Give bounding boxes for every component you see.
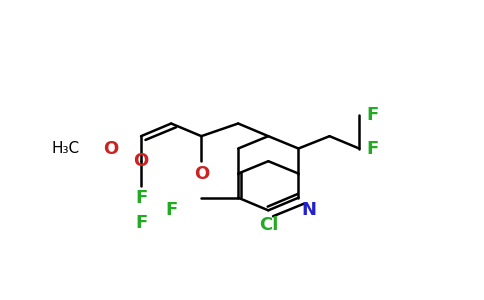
Text: O: O <box>134 152 149 170</box>
Text: F: F <box>366 106 378 124</box>
Text: O: O <box>103 140 119 158</box>
Text: F: F <box>165 201 177 219</box>
Text: F: F <box>366 140 378 158</box>
Text: F: F <box>135 214 147 232</box>
Text: O: O <box>194 165 209 183</box>
Text: Cl: Cl <box>258 216 278 234</box>
Text: H₃C: H₃C <box>51 141 79 156</box>
Text: F: F <box>135 189 147 207</box>
Text: N: N <box>302 201 317 219</box>
